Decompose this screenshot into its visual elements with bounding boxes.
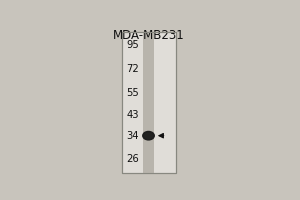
Bar: [122, 32, 176, 173]
Ellipse shape: [143, 131, 154, 140]
Text: 26: 26: [126, 154, 139, 164]
Bar: [143, 32, 154, 173]
Text: 34: 34: [126, 131, 139, 141]
Text: 43: 43: [126, 110, 139, 120]
Text: 72: 72: [126, 64, 139, 74]
Text: MDA-MB231: MDA-MB231: [113, 29, 185, 42]
Text: 95: 95: [126, 40, 139, 50]
Text: 55: 55: [126, 88, 139, 98]
Bar: [122, 32, 176, 173]
